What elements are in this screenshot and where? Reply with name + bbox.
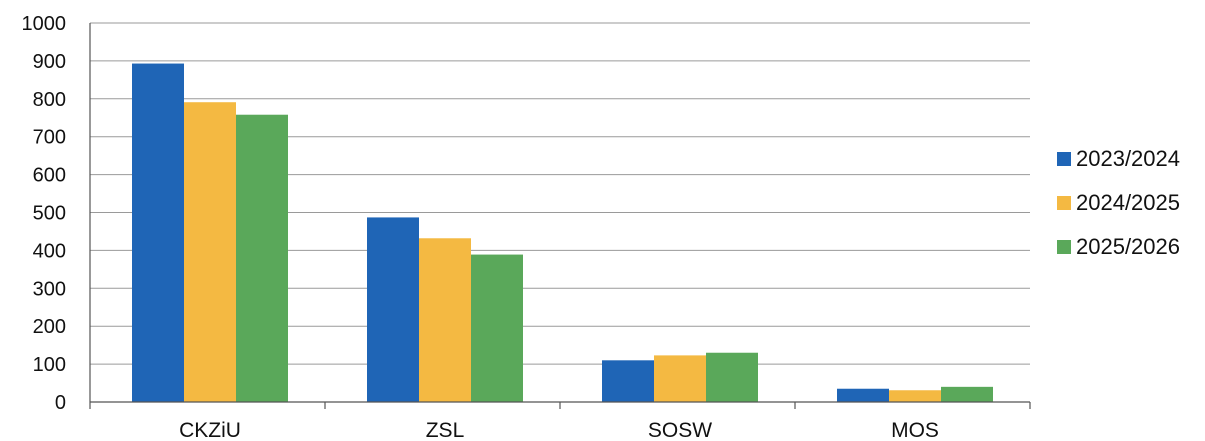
- x-category-label: MOS: [891, 419, 939, 441]
- bar-SOSW-2025/2026: [706, 352, 758, 402]
- bar-CKZiU-2025/2026: [236, 114, 288, 402]
- y-tick-label: 0: [55, 392, 66, 414]
- legend-label: 2025/2026: [1076, 234, 1180, 259]
- bar-MOS-2024/2025: [889, 390, 941, 402]
- bar-MOS-2023/2024: [837, 388, 889, 402]
- y-tick-label: 200: [33, 316, 66, 338]
- y-tick-label: 100: [33, 354, 66, 376]
- legend-swatch: [1057, 240, 1071, 254]
- bar-CKZiU-2023/2024: [132, 63, 184, 402]
- y-tick-label: 700: [33, 127, 66, 149]
- bars: [132, 63, 993, 402]
- y-tick-label: 400: [33, 240, 66, 262]
- legend-swatch: [1057, 196, 1071, 210]
- y-tick-label: 800: [33, 89, 66, 111]
- y-tick-label: 900: [33, 51, 66, 73]
- x-axis-category-labels: CKZiU ZSL SOSW MOS: [179, 419, 939, 441]
- bar-CKZiU-2024/2025: [184, 102, 236, 402]
- bar-ZSL-2025/2026: [471, 254, 523, 402]
- y-tick-label: 600: [33, 165, 66, 187]
- legend-swatch: [1057, 152, 1071, 166]
- y-axis-tick-labels: 0 100 200 300 400 500 600 700 800 900 1000: [22, 13, 67, 414]
- bar-SOSW-2023/2024: [602, 360, 654, 402]
- y-tick-label: 1000: [22, 13, 67, 35]
- bar-MOS-2025/2026: [941, 386, 993, 402]
- x-category-label: ZSL: [426, 419, 465, 441]
- bar-ZSL-2023/2024: [367, 217, 419, 402]
- x-category-label: CKZiU: [179, 419, 241, 441]
- y-tick-label: 500: [33, 203, 66, 225]
- legend-label: 2024/2025: [1076, 190, 1180, 215]
- legend-label: 2023/2024: [1076, 146, 1180, 171]
- axes: [89, 23, 1031, 409]
- legend: 2023/2024 2024/2025 2025/2026: [1057, 146, 1180, 259]
- x-category-label: SOSW: [648, 419, 712, 441]
- bar-SOSW-2024/2025: [654, 355, 706, 402]
- y-tick-label: 300: [33, 278, 66, 300]
- bar-ZSL-2024/2025: [419, 238, 471, 402]
